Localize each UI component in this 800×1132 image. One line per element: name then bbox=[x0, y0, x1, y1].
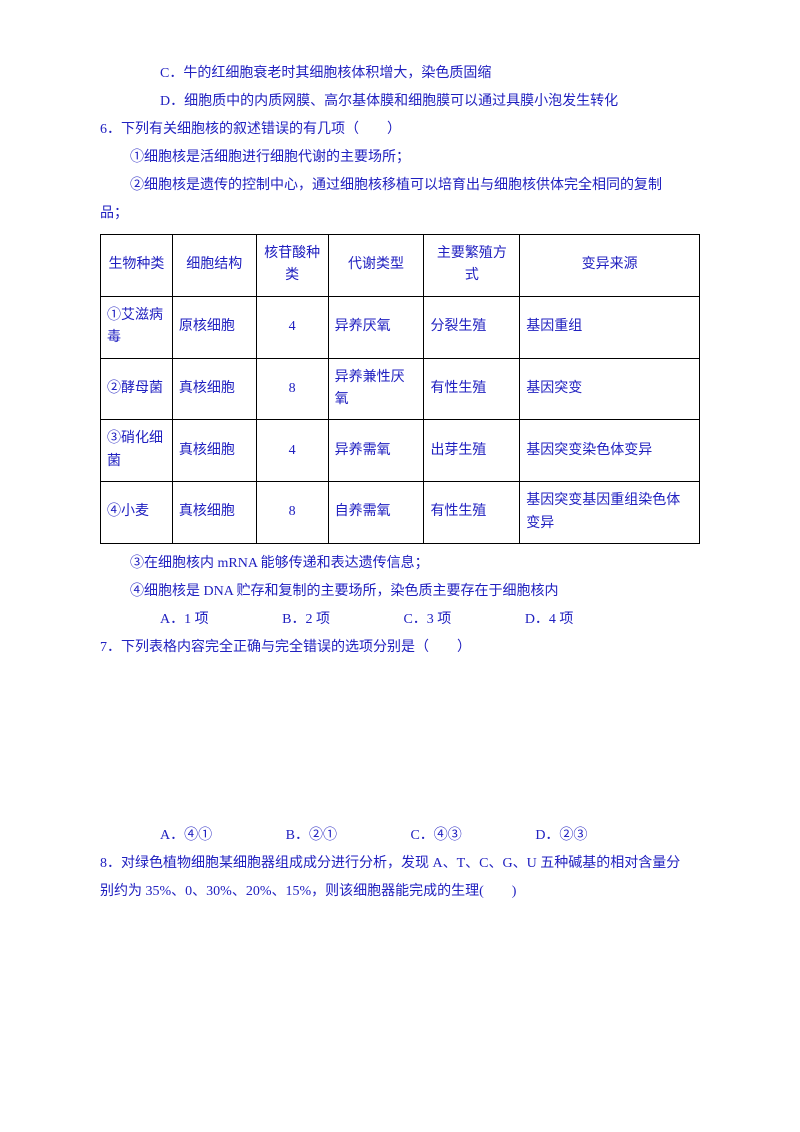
cell-species: ①艾滋病毒 bbox=[101, 296, 173, 358]
table-row: ④小麦 真核细胞 8 自养需氧 有性生殖 基因突变基因重组染色体变异 bbox=[101, 482, 700, 544]
cell-struct: 原核细胞 bbox=[172, 296, 256, 358]
col-repro: 主要繁殖方式 bbox=[424, 235, 520, 297]
cell-var: 基因重组 bbox=[520, 296, 700, 358]
cell-species: ④小麦 bbox=[101, 482, 173, 544]
question-8b: 别约为 35%、0、30%、20%、15%，则该细胞器能完成的生理( ) bbox=[100, 878, 700, 906]
cell-repro: 分裂生殖 bbox=[424, 296, 520, 358]
q7-option-d: D．②③ bbox=[535, 828, 587, 843]
q6-statement-1: ①细胞核是活细胞进行细胞代谢的主要场所； bbox=[100, 144, 700, 172]
q7-option-a: A．④① bbox=[160, 828, 212, 843]
cell-var: 基因突变基因重组染色体变异 bbox=[520, 482, 700, 544]
col-var: 变异来源 bbox=[520, 235, 700, 297]
cell-repro: 出芽生殖 bbox=[424, 420, 520, 482]
cell-nuc: 8 bbox=[256, 358, 328, 420]
cell-nuc: 4 bbox=[256, 296, 328, 358]
table-header-row: 生物种类 细胞结构 核苷酸种类 代谢类型 主要繁殖方式 变异来源 bbox=[101, 235, 700, 297]
q6-statement-2b: 品； bbox=[100, 200, 700, 228]
cell-var: 基因突变 bbox=[520, 358, 700, 420]
cell-struct: 真核细胞 bbox=[172, 420, 256, 482]
option-d: D．细胞质中的内质网膜、高尔基体膜和细胞膜可以通过具膜小泡发生转化 bbox=[100, 88, 700, 116]
blank-space bbox=[100, 662, 700, 822]
q6-statement-2a: ②细胞核是遗传的控制中心，通过细胞核移植可以培育出与细胞核供体完全相同的复制 bbox=[100, 172, 700, 200]
q7-option-b: B．②① bbox=[286, 828, 337, 843]
cell-struct: 真核细胞 bbox=[172, 482, 256, 544]
cell-species: ②酵母菌 bbox=[101, 358, 173, 420]
col-struct: 细胞结构 bbox=[172, 235, 256, 297]
cell-nuc: 4 bbox=[256, 420, 328, 482]
q6-option-b: B．2 项 bbox=[282, 612, 330, 627]
q6-option-c: C．3 项 bbox=[403, 612, 451, 627]
q6-statement-4: ④细胞核是 DNA 贮存和复制的主要场所，染色质主要存在于细胞核内 bbox=[100, 578, 700, 606]
col-nuc: 核苷酸种类 bbox=[256, 235, 328, 297]
q6-statement-3: ③在细胞核内 mRNA 能够传递和表达遗传信息； bbox=[100, 550, 700, 578]
q6-options: A．1 项 B．2 项 C．3 项 D．4 项 bbox=[100, 606, 700, 634]
option-c: C．牛的红细胞衰老时其细胞核体积增大，染色质固缩 bbox=[100, 60, 700, 88]
cell-meta: 异养需氧 bbox=[328, 420, 424, 482]
question-6: 6．下列有关细胞核的叙述错误的有几项（ ） bbox=[100, 116, 700, 144]
cell-nuc: 8 bbox=[256, 482, 328, 544]
organism-table: 生物种类 细胞结构 核苷酸种类 代谢类型 主要繁殖方式 变异来源 ①艾滋病毒 原… bbox=[100, 234, 700, 544]
table-row: ①艾滋病毒 原核细胞 4 异养厌氧 分裂生殖 基因重组 bbox=[101, 296, 700, 358]
q6-option-d: D．4 项 bbox=[525, 612, 574, 627]
cell-struct: 真核细胞 bbox=[172, 358, 256, 420]
table-row: ③硝化细菌 真核细胞 4 异养需氧 出芽生殖 基因突变染色体变异 bbox=[101, 420, 700, 482]
cell-var: 基因突变染色体变异 bbox=[520, 420, 700, 482]
q7-option-c: C．④③ bbox=[410, 828, 461, 843]
q7-options: A．④① B．②① C．④③ D．②③ bbox=[100, 822, 700, 850]
cell-repro: 有性生殖 bbox=[424, 482, 520, 544]
cell-repro: 有性生殖 bbox=[424, 358, 520, 420]
question-8a: 8．对绿色植物细胞某细胞器组成成分进行分析，发现 A、T、C、G、U 五种碱基的… bbox=[100, 850, 700, 878]
cell-meta: 异养厌氧 bbox=[328, 296, 424, 358]
question-7: 7．下列表格内容完全正确与完全错误的选项分别是（ ） bbox=[100, 634, 700, 662]
col-meta: 代谢类型 bbox=[328, 235, 424, 297]
cell-species: ③硝化细菌 bbox=[101, 420, 173, 482]
table-row: ②酵母菌 真核细胞 8 异养兼性厌氧 有性生殖 基因突变 bbox=[101, 358, 700, 420]
cell-meta: 自养需氧 bbox=[328, 482, 424, 544]
q6-option-a: A．1 项 bbox=[160, 612, 209, 627]
col-species: 生物种类 bbox=[101, 235, 173, 297]
cell-meta: 异养兼性厌氧 bbox=[328, 358, 424, 420]
